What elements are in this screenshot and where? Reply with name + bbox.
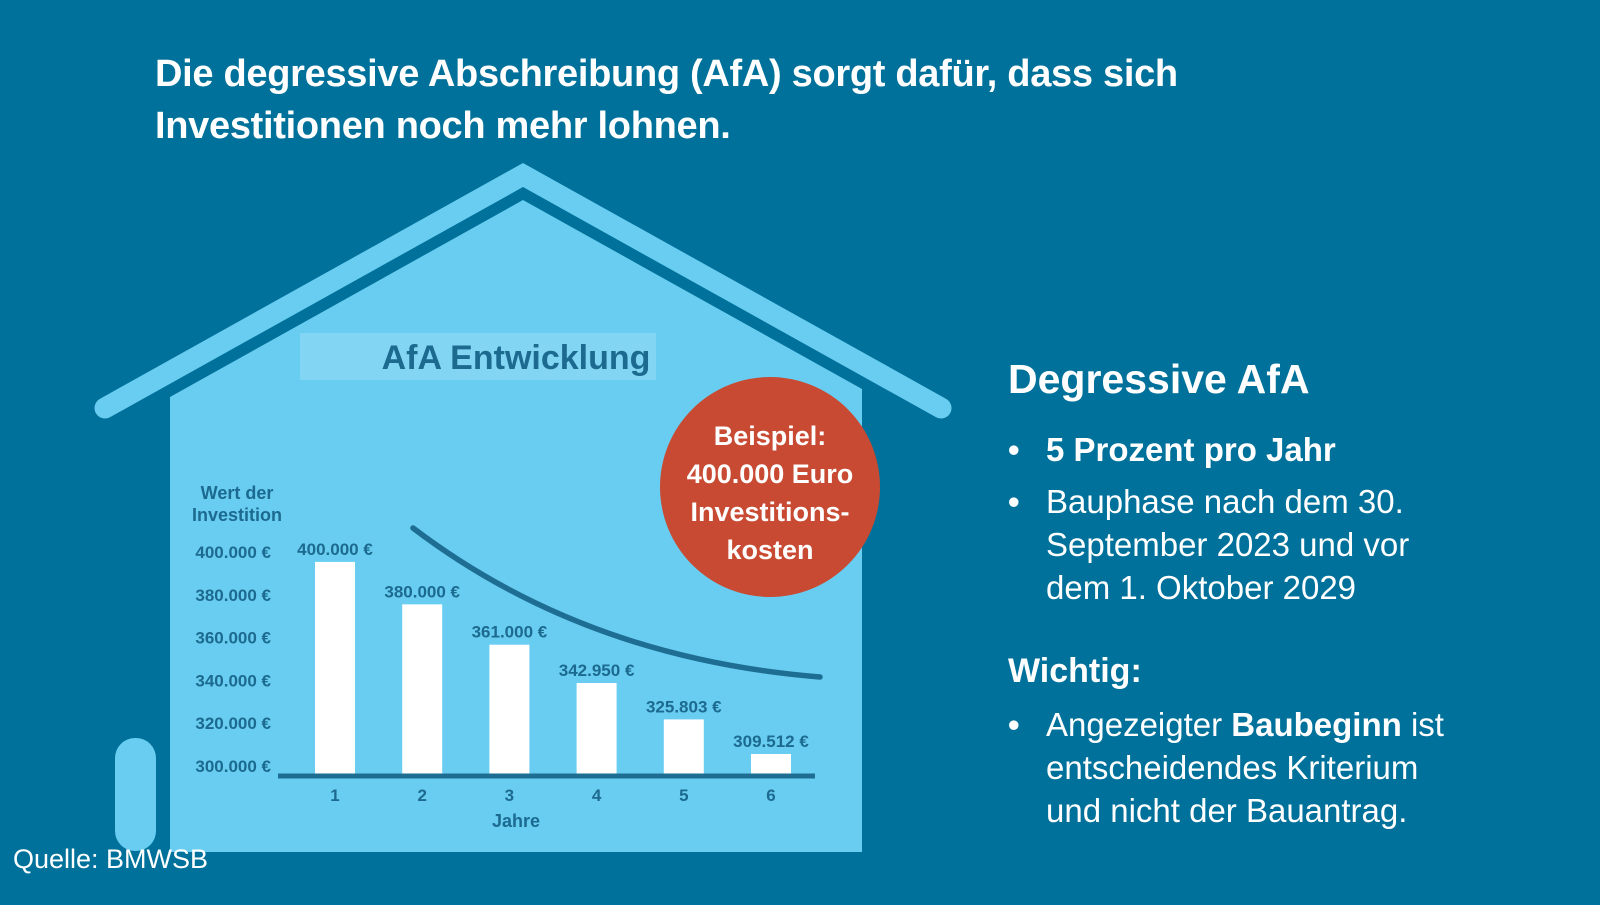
bullet-dot: •: [1008, 706, 1020, 743]
bullet-dot: •: [1008, 483, 1020, 520]
trend-curve: [410, 525, 823, 680]
bar: [751, 754, 791, 774]
chart-title-band: [300, 333, 656, 380]
x-tick-label: 4: [592, 786, 602, 805]
bar: [663, 719, 704, 774]
bullet-baubeginn-text: Angezeigter Baubeginn ist entscheidendes…: [1046, 703, 1444, 832]
x-tick-label: 2: [417, 786, 426, 805]
bar-value-label: 342.950 €: [559, 661, 635, 680]
y-tick-label: 300.000 €: [195, 757, 271, 776]
chimney: [115, 738, 156, 851]
bar-value-label: 325.803 €: [646, 697, 722, 716]
y-tick-label: 360.000 €: [195, 629, 271, 648]
baubeginn-bold: Baubeginn: [1231, 706, 1402, 743]
badge-line-2: 400.000 Euro: [687, 459, 854, 489]
bar: [489, 644, 530, 774]
badge-line-1: Beispiel:: [714, 421, 827, 451]
page-title-line1: Die degressive Abschreibung (AfA) sorgt …: [155, 53, 1178, 95]
chart-plot-area: 400.000 € 1 380.000 € 2 361.000 € 3 342.950 € 4…: [195, 540, 809, 805]
y-tick-label: 320.000 €: [195, 714, 271, 733]
bar-value-label: 400.000 €: [297, 540, 373, 559]
y-tick-label: 340.000 €: [195, 671, 271, 690]
badge-line-4: kosten: [726, 535, 813, 565]
bar-value-label: 380.000 €: [384, 582, 460, 601]
bar: [315, 561, 355, 774]
baubeginn-suffix: ist: [1401, 706, 1444, 743]
chart-title: AfA Entwicklung: [382, 339, 651, 377]
wichtig-heading: Wichtig:: [1008, 652, 1142, 690]
x-tick-label: 1: [330, 786, 339, 805]
badge-line-3: Investitions-: [690, 497, 849, 527]
x-tick-label: 5: [679, 786, 688, 805]
bullet-bauphase-line3: dem 1. Oktober 2029: [1046, 569, 1357, 606]
bar: [576, 683, 617, 774]
bullet-baubeginn-line2: entscheidendes Kriterium: [1046, 749, 1419, 786]
right-panel: Degressive AfA • 5 Prozent pro Jahr • Ba…: [1008, 356, 1528, 832]
bullet-bauphase: • Bauphase nach dem 30. September 2023 u…: [1008, 480, 1528, 609]
roof-overhang: [94, 162, 952, 419]
bullet-prozent-text: 5 Prozent pro Jahr: [1046, 431, 1336, 468]
source-credit: Quelle: BMWSB: [13, 844, 209, 874]
bullet-baubeginn-line3: und nicht der Bauantrag.: [1046, 792, 1408, 829]
chart-ylabel-line2: Investition: [192, 505, 282, 525]
bullet-bauphase-line2: September 2023 und vor: [1046, 526, 1410, 563]
bullet-bauphase-line1: Bauphase nach dem 30.: [1046, 483, 1404, 520]
bullet-baubeginn-line1: Angezeigter Baubeginn ist: [1046, 703, 1444, 746]
bullet-dot: •: [1008, 431, 1020, 468]
y-tick-label: 400.000 €: [195, 543, 271, 562]
chart-ylabel-line1: Wert der: [201, 483, 274, 503]
page-title-line2: Investitionen noch mehr lohnen.: [155, 105, 731, 147]
bullet-bauphase-text: Bauphase nach dem 30. September 2023 und…: [1046, 480, 1409, 609]
y-tick-label: 380.000 €: [195, 586, 271, 605]
right-panel-heading: Degressive AfA: [1008, 356, 1310, 402]
chart-xlabel: Jahre: [492, 811, 540, 831]
x-tick-label: 6: [766, 786, 775, 805]
x-tick-label: 3: [505, 786, 514, 805]
bar: [402, 604, 443, 774]
example-badge-circle: [660, 377, 880, 597]
bullet-prozent: • 5 Prozent pro Jahr: [1008, 428, 1528, 471]
baubeginn-prefix: Angezeigter: [1046, 706, 1232, 743]
page-title: Die degressive Abschreibung (AfA) sorgt …: [155, 48, 1405, 152]
bar-value-label: 361.000 €: [472, 623, 548, 642]
bullet-baubeginn: • Angezeigter Baubeginn ist entscheidend…: [1008, 703, 1528, 832]
bar-value-label: 309.512 €: [733, 732, 809, 751]
